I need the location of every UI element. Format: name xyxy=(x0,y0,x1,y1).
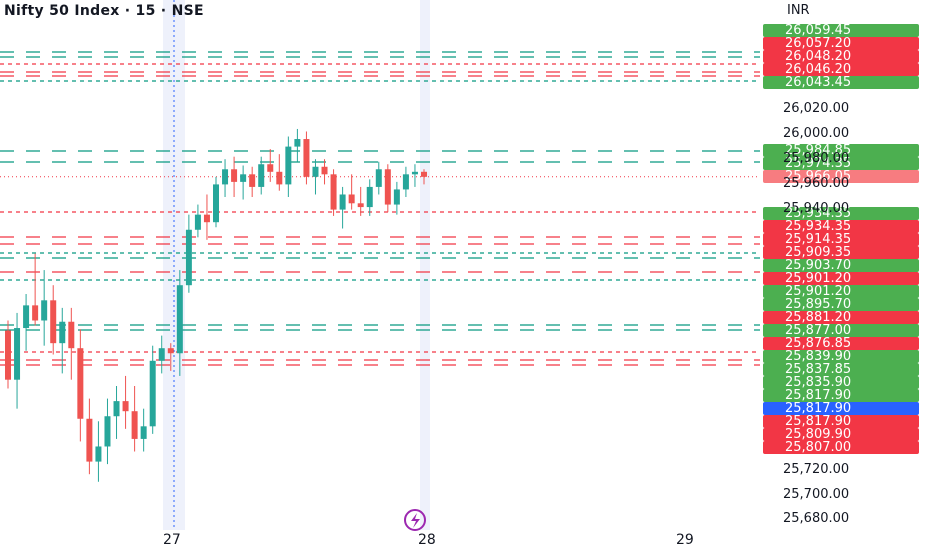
candle-body xyxy=(194,214,201,230)
candle-body xyxy=(14,328,21,380)
y-tick-label: 25,940.00 xyxy=(783,201,850,216)
y-tick-label: 26,020.00 xyxy=(783,101,850,116)
price-tag: 25,901.20 xyxy=(763,272,919,285)
y-tick-label: 26,000.00 xyxy=(783,126,850,141)
candle-body xyxy=(384,169,391,205)
price-tag: 25,876.85 xyxy=(763,337,919,350)
price-tag: 25,966.05 xyxy=(763,170,919,183)
price-tag: 25,903.70 xyxy=(763,259,919,272)
lightning-icon xyxy=(411,513,420,528)
candle-body xyxy=(294,139,301,147)
candle-body xyxy=(258,164,265,187)
x-tick-label: 27 xyxy=(163,532,181,548)
candle-body xyxy=(122,401,129,412)
candle-body xyxy=(285,146,292,185)
candle-body xyxy=(203,214,210,223)
candle-body xyxy=(421,171,427,177)
candle-body xyxy=(312,166,319,177)
candle-body xyxy=(185,229,192,286)
candle-body xyxy=(41,300,48,321)
price-tag: 26,059.45 xyxy=(763,24,919,37)
candle-body xyxy=(32,305,39,321)
candle-body xyxy=(393,189,400,205)
candle-body xyxy=(240,174,247,182)
candle-body xyxy=(5,330,11,380)
price-tag: 25,974.35 xyxy=(763,157,919,170)
y-tick-label: 25,960.00 xyxy=(783,176,850,191)
currency-label: INR xyxy=(787,3,810,18)
price-tag: 25,934.35 xyxy=(763,220,919,233)
candle-body xyxy=(321,166,328,175)
price-tag: 25,837.85 xyxy=(763,363,919,376)
price-tag: 25,895.70 xyxy=(763,298,919,311)
candle-body xyxy=(330,174,337,210)
x-tick-label: 29 xyxy=(676,532,694,548)
lightning-icon xyxy=(404,509,426,531)
y-tick-label: 25,700.00 xyxy=(783,487,850,502)
price-tag: 25,835.90 xyxy=(763,376,919,389)
price-tag: 25,809.90 xyxy=(763,428,919,441)
candle-body xyxy=(231,169,238,182)
candle-body xyxy=(158,348,165,361)
candle-body xyxy=(276,171,283,185)
candle-body xyxy=(104,416,111,447)
candle-body xyxy=(95,446,102,462)
candle-body xyxy=(213,184,219,223)
price-tag: 25,817.90 xyxy=(763,415,919,428)
candle-body xyxy=(86,418,93,462)
price-tag: 25,877.00 xyxy=(763,324,919,337)
candle-body xyxy=(77,348,84,419)
price-tag: 25,934.35 xyxy=(763,207,919,220)
price-tag: 25,914.35 xyxy=(763,233,919,246)
price-tag: 25,807.00 xyxy=(763,441,919,454)
price-tag: 25,909.35 xyxy=(763,246,919,259)
candle-body xyxy=(167,348,174,354)
candle-body xyxy=(267,164,274,172)
price-tag: 25,984.85 xyxy=(763,144,919,157)
price-tag: 25,817.90 xyxy=(763,389,919,402)
price-tag: 25,817.90 xyxy=(763,402,919,415)
candle-body xyxy=(131,411,138,439)
candle-body xyxy=(113,401,120,417)
candle-body xyxy=(366,186,373,208)
candle-body xyxy=(50,300,57,344)
candle-body xyxy=(249,174,256,187)
candle-body xyxy=(375,169,382,187)
candle-body xyxy=(357,203,364,208)
candle-body xyxy=(402,174,409,190)
candle-body xyxy=(411,171,418,175)
candle-body xyxy=(140,426,147,439)
price-tag: 25,901.20 xyxy=(763,285,919,298)
y-tick-label: 25,980.00 xyxy=(783,151,850,166)
price-tag: 25,839.90 xyxy=(763,350,919,363)
price-tag: 25,881.20 xyxy=(763,311,919,324)
session-band xyxy=(420,0,430,530)
candle-body xyxy=(59,321,66,344)
x-tick-label: 28 xyxy=(418,532,436,548)
price-tag: 26,043.45 xyxy=(763,76,919,89)
candle-body xyxy=(303,139,310,177)
price-tag: 26,048.20 xyxy=(763,50,919,63)
candle-body xyxy=(339,194,346,210)
y-tick-label: 25,720.00 xyxy=(783,462,850,477)
price-tag: 26,057.20 xyxy=(763,37,919,50)
candle-body xyxy=(23,305,30,329)
price-tag: 26,046.20 xyxy=(763,63,919,76)
candle-body xyxy=(222,169,229,185)
y-tick-label: 25,680.00 xyxy=(783,511,850,526)
candle-body xyxy=(176,285,183,354)
candle-body xyxy=(149,360,156,427)
candle-body xyxy=(348,194,355,204)
chart-title: Nifty 50 Index · 15 · NSE xyxy=(4,3,204,19)
candle-body xyxy=(68,321,75,349)
